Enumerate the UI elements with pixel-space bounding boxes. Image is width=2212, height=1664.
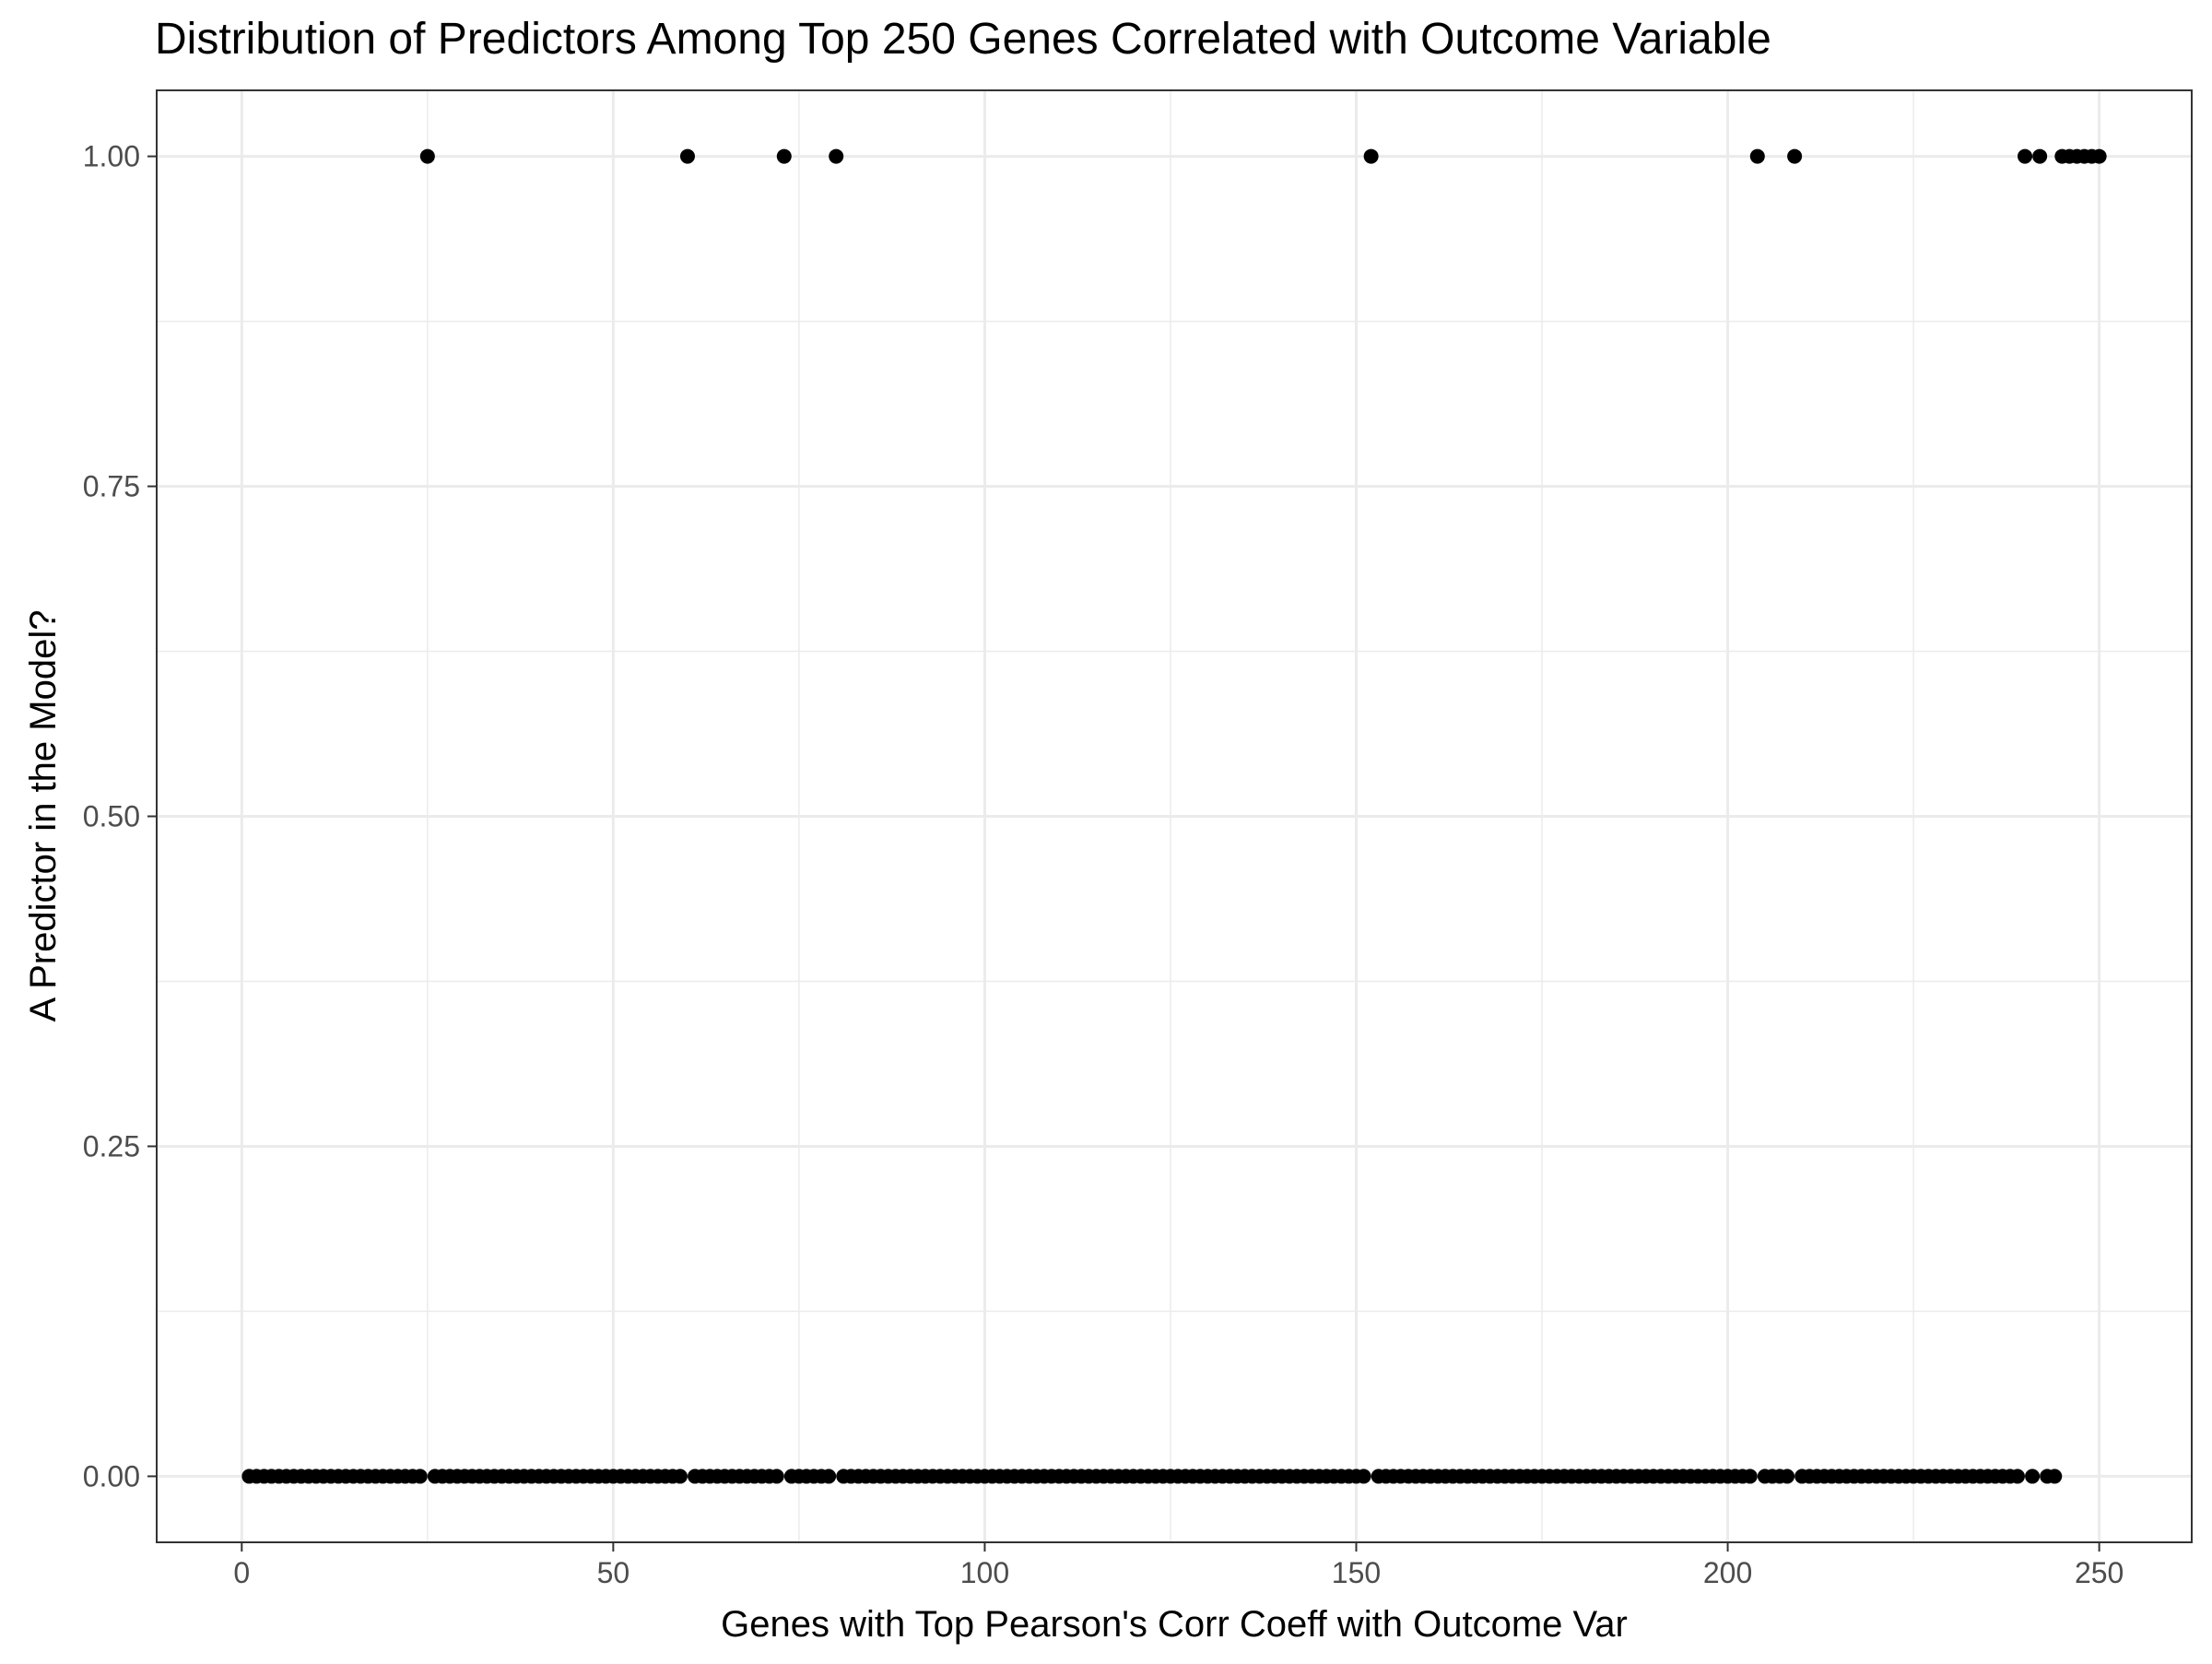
x-tick-label: 150 bbox=[1332, 1556, 1381, 1589]
predictor-point bbox=[419, 148, 435, 164]
predictor-point bbox=[829, 148, 844, 164]
predictor-point bbox=[2018, 148, 2033, 164]
predictor-point bbox=[1363, 148, 1379, 164]
non-predictor-point bbox=[1780, 1469, 1795, 1484]
y-tick-label: 1.00 bbox=[83, 140, 140, 173]
axes: 0 50 100 150 200 250 0.00 0.25 0.50 0.75 1.00 bbox=[83, 140, 2124, 1589]
x-tick-label: 200 bbox=[1703, 1556, 1752, 1589]
non-predictor-point bbox=[2047, 1469, 2063, 1484]
non-predictor-point bbox=[2025, 1469, 2041, 1484]
x-tick-label: 100 bbox=[960, 1556, 1009, 1589]
data-points bbox=[241, 148, 2107, 1484]
non-predictor-point bbox=[2009, 1469, 2025, 1484]
x-tick-label: 50 bbox=[597, 1556, 630, 1589]
predictor-point bbox=[679, 148, 695, 164]
non-predictor-point bbox=[672, 1469, 688, 1484]
predictor-point bbox=[2032, 148, 2048, 164]
predictor-point bbox=[2091, 148, 2107, 164]
predictor-point bbox=[1749, 148, 1765, 164]
y-tick-label: 0.00 bbox=[83, 1459, 140, 1493]
y-tick-label: 0.50 bbox=[83, 800, 140, 833]
non-predictor-point bbox=[1356, 1469, 1371, 1484]
non-predictor-point bbox=[1742, 1469, 1758, 1484]
chart-title: Distribution of Predictors Among Top 250… bbox=[155, 15, 1771, 64]
grid bbox=[157, 90, 2192, 1542]
predictor-point bbox=[776, 148, 792, 164]
y-tick-label: 0.25 bbox=[83, 1129, 140, 1162]
predictor-point bbox=[1787, 148, 1803, 164]
x-axis-title: Genes with Top Pearson's Corr Coeff with… bbox=[721, 1604, 1628, 1645]
non-predictor-point bbox=[769, 1469, 784, 1484]
y-tick-label: 0.75 bbox=[83, 470, 140, 503]
x-tick-label: 250 bbox=[2075, 1556, 2124, 1589]
x-tick-label: 0 bbox=[233, 1556, 250, 1589]
non-predictor-point bbox=[412, 1469, 428, 1484]
non-predictor-point bbox=[821, 1469, 837, 1484]
y-axis-title: A Predictor in the Model? bbox=[23, 610, 64, 1022]
